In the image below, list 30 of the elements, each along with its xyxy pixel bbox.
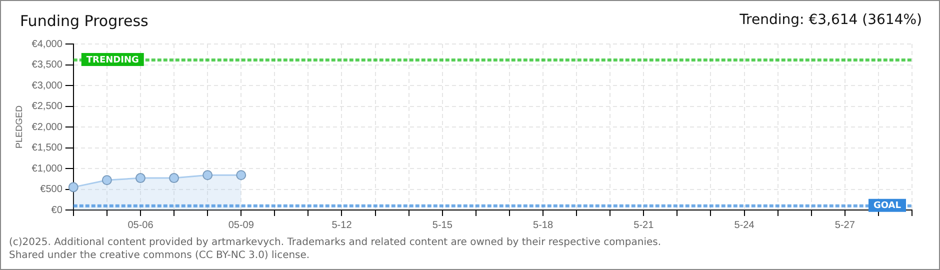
y-tick-label: €4,000 bbox=[32, 38, 63, 50]
point bbox=[202, 170, 213, 180]
x-tick-label: 5-21 bbox=[634, 220, 654, 231]
x-tick-label: 5-27 bbox=[834, 220, 856, 231]
text: (c)2025. Additional content provided by artmarkevych. Trademarks and related content are owned by their respective companies. bbox=[9, 236, 662, 249]
y-axis-title: PLEDGED bbox=[14, 104, 24, 149]
x-tick-label: 05-09 bbox=[228, 220, 254, 231]
y-tick-label: €3,500 bbox=[32, 60, 63, 70]
y-tick-label: €3,000 bbox=[32, 80, 63, 92]
x-tick-label: 5-15 bbox=[432, 220, 453, 231]
point bbox=[169, 173, 180, 184]
x-tick-label: 05-06 bbox=[128, 220, 154, 231]
x-tick-label: 5-18 bbox=[533, 220, 554, 231]
point bbox=[135, 173, 146, 184]
point bbox=[236, 170, 246, 180]
ref-line-label: TRENDING bbox=[86, 55, 139, 66]
point bbox=[68, 182, 78, 192]
y-tick-label: €2,500 bbox=[32, 101, 63, 112]
chart-title: Funding Progress bbox=[20, 12, 148, 30]
chart-subtitle: Trending: €3,614 (3614%) bbox=[740, 12, 922, 28]
text: Shared under the creative commons (CC BY-NC 3.0) license. bbox=[9, 249, 311, 262]
y-tick-label: €1,500 bbox=[32, 142, 63, 154]
point bbox=[102, 175, 112, 186]
ref-line-label: GOAL bbox=[874, 201, 902, 212]
y-tick-label: €1,000 bbox=[32, 163, 63, 174]
y-tick-label: €500 bbox=[40, 184, 63, 195]
x-tick-label: 5-24 bbox=[734, 220, 755, 231]
y-tick-label: €2,000 bbox=[32, 122, 63, 133]
y-tick-label: €0 bbox=[51, 204, 63, 216]
x-tick-label: 5-12 bbox=[332, 220, 352, 231]
